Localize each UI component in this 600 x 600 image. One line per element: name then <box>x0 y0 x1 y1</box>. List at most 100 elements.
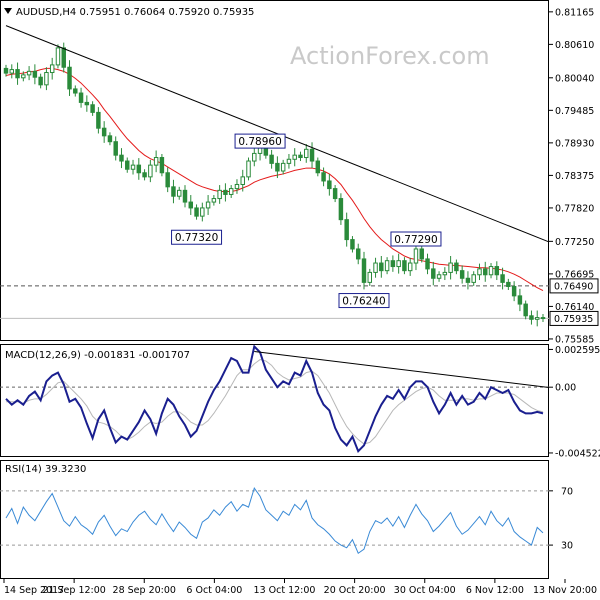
annotation-box <box>234 133 286 149</box>
macd-trendline-path <box>254 351 550 388</box>
x-tick-label: 30 Oct 04:00 <box>394 585 456 596</box>
candle-body <box>15 69 20 79</box>
candle-body <box>153 157 159 166</box>
candle-body <box>431 268 436 279</box>
price-levels <box>0 285 549 319</box>
candle-body <box>130 164 136 170</box>
candle-body <box>298 154 303 159</box>
candle-body <box>373 262 378 273</box>
price-panel-frame <box>0 0 549 341</box>
candle-body <box>471 274 476 283</box>
candle-body <box>171 186 176 197</box>
candle-body <box>483 268 488 276</box>
price-y-tick-label: 0.79485 <box>555 106 594 117</box>
candle-body <box>540 317 546 320</box>
macd-panel-frame <box>0 344 549 457</box>
candle-body <box>73 88 78 94</box>
candle-body <box>38 76 43 86</box>
annotation-label: 0.78960 <box>238 136 281 148</box>
x-tick-label: 28 Sep 20:00 <box>113 585 176 596</box>
candle-body <box>442 271 448 276</box>
candle-body <box>390 260 396 268</box>
candle-body <box>379 262 384 272</box>
candle-body <box>101 127 107 137</box>
candle-body <box>240 176 245 185</box>
candle-body <box>275 162 280 172</box>
candle-body <box>223 189 228 195</box>
candle-body <box>84 101 90 106</box>
candle-body <box>338 198 344 221</box>
macd-signal-line <box>6 359 544 445</box>
candle-body <box>454 262 459 272</box>
annotation-box <box>338 293 390 309</box>
rsi-path <box>5 487 544 554</box>
watermark: ActionForex.com <box>290 42 490 70</box>
price-label-text: 0.76490 <box>554 281 593 292</box>
candle-body <box>436 274 442 279</box>
price-panel: 0.81165 0.80610 0.80040 0.79485 0.78930 0.783… <box>0 0 599 345</box>
collapse-triangle-icon <box>4 8 12 14</box>
candle-body <box>96 111 101 129</box>
candle-body <box>304 148 309 159</box>
moving-average-line <box>5 67 544 292</box>
candle-body <box>534 317 540 320</box>
price-annotations: 0.78960 0.77320 0.77290 0.76240 <box>171 133 442 309</box>
candle-body <box>55 47 61 66</box>
candle-body <box>396 260 401 268</box>
candle-body <box>292 154 297 160</box>
candle-body <box>344 219 349 241</box>
candle-body <box>413 248 419 264</box>
candle-body <box>529 315 534 320</box>
price-title: AUDUSD,H4 0.75951 0.76064 0.75920 0.7593… <box>16 7 254 18</box>
macd-panel: 0.002595 0.00 -0.004522 MACD(12,26,9) -0.0… <box>0 344 600 459</box>
candle-body <box>384 260 390 272</box>
price-y-tick-label: 0.80610 <box>555 40 594 51</box>
candle-body <box>159 157 165 174</box>
macd-trendline <box>254 351 550 388</box>
candle-body <box>142 172 147 178</box>
rsi-title: RSI(14) 39.3230 <box>5 464 86 475</box>
candle-body <box>107 135 113 143</box>
candle-body <box>494 266 500 276</box>
candle-body <box>425 258 430 270</box>
macd-y-tick-label: 0.00 <box>555 383 576 394</box>
rsi-y-axis: 70 30 <box>549 486 573 552</box>
candle-body <box>500 274 505 283</box>
macd-y-axis: 0.002595 0.00 -0.004522 <box>549 345 600 459</box>
candle-body <box>332 188 338 200</box>
candle-body <box>21 74 26 79</box>
candle-body <box>67 66 72 90</box>
annotation-label: 0.77290 <box>394 234 437 246</box>
macd-title: MACD(12,26,9) -0.001831 -0.001707 <box>5 350 190 361</box>
candle-body <box>119 154 124 162</box>
macd-y-tick-label: -0.004522 <box>555 448 600 459</box>
price-y-tick-label: 0.75585 <box>555 334 594 345</box>
candle-body <box>402 260 407 272</box>
price-y-tick-label: 0.77820 <box>555 203 594 214</box>
candle-body <box>182 189 188 203</box>
candle-body <box>280 162 286 172</box>
candle-body <box>136 164 142 174</box>
x-tick-label: 20 Oct 20:00 <box>324 585 386 596</box>
candle-body <box>367 271 373 283</box>
price-y-tick-label: 0.81165 <box>555 7 594 18</box>
x-tick-label: 13 Nov 20:00 <box>533 585 597 596</box>
price-y-tick-label: 0.78375 <box>555 171 594 182</box>
price-labels: 0.76490 0.75935 <box>549 278 599 326</box>
price-label-box <box>549 278 599 294</box>
candle-body <box>176 189 182 197</box>
candle-body <box>78 92 84 103</box>
candle-body <box>26 70 32 76</box>
candle-body <box>327 180 332 190</box>
moving-average-path <box>5 67 544 292</box>
x-tick-label: 13 Oct 12:00 <box>254 585 316 596</box>
rsi-y-tick-label: 30 <box>561 541 573 552</box>
price-y-tick-label: 0.78930 <box>555 138 594 149</box>
candle-body <box>188 201 194 209</box>
rsi-panel-frame <box>0 460 549 579</box>
candle-body <box>246 160 251 178</box>
price-label-text: 0.75935 <box>554 314 593 325</box>
candle-body <box>465 277 471 283</box>
